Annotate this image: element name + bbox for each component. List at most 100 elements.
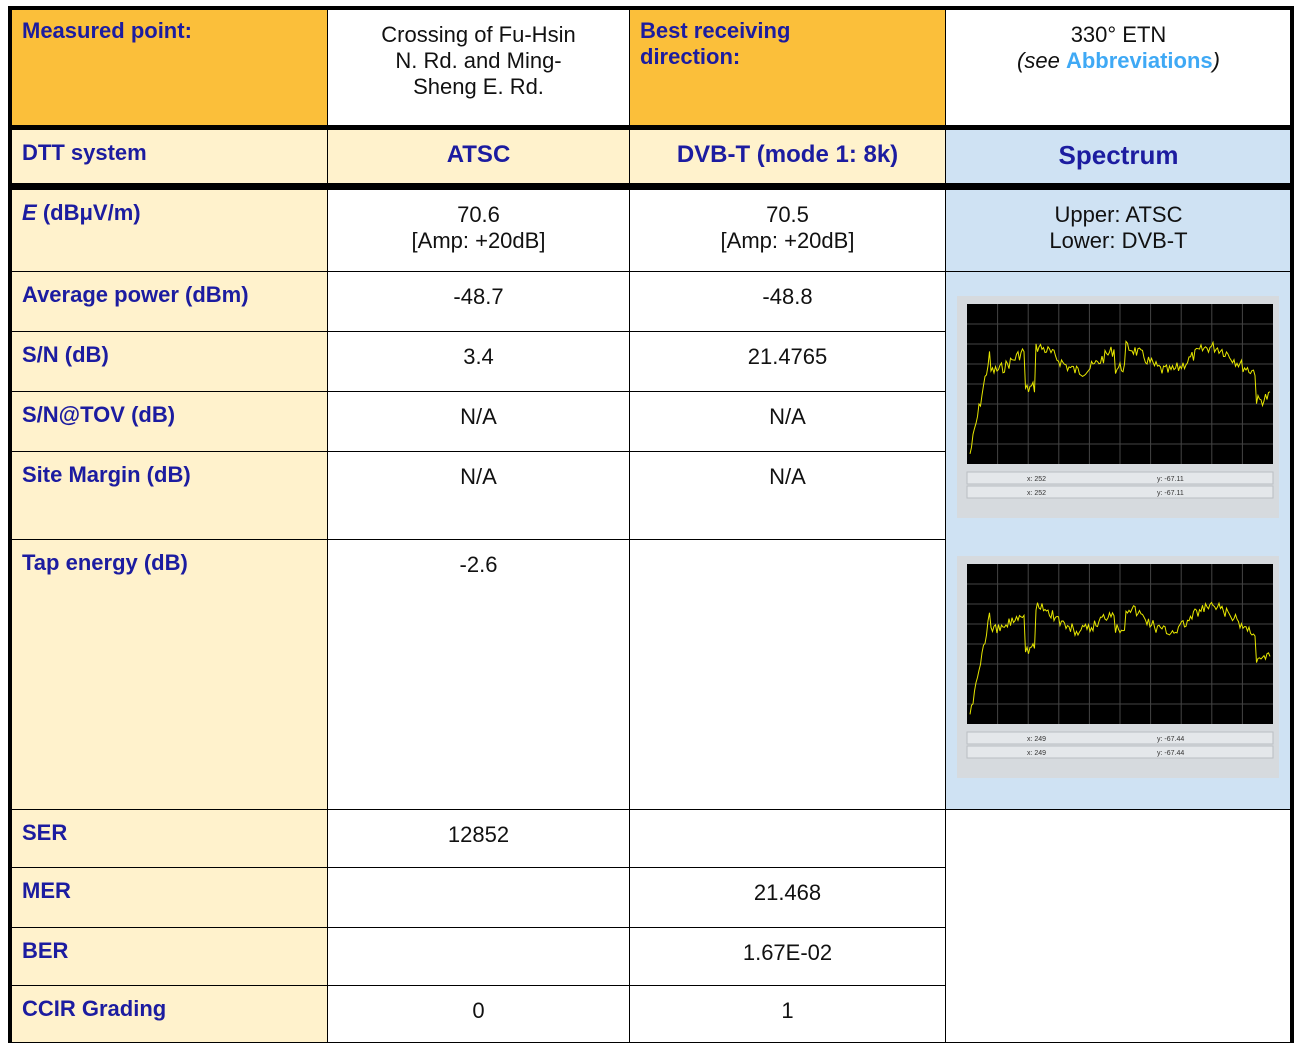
value-cell: N/A bbox=[328, 392, 630, 452]
value-cell: -48.8 bbox=[630, 272, 946, 332]
spectrum-image: x: 249 y: -67.44 x: 249 y: -67.44 bbox=[957, 556, 1279, 778]
value-cell: 70.6 [Amp: +20dB] bbox=[328, 190, 630, 272]
note-text: (see bbox=[1017, 48, 1060, 73]
trace bbox=[969, 601, 1271, 715]
text: 12852 bbox=[447, 822, 510, 847]
label-cell: E (dBμV/m) bbox=[12, 190, 328, 272]
readout: x: 249 bbox=[1027, 736, 1046, 743]
value-cell: N/A bbox=[630, 392, 946, 452]
value-cell: 1 bbox=[630, 986, 946, 1043]
separator bbox=[8, 126, 1294, 130]
empty-cell bbox=[946, 810, 1292, 1043]
symbol: E bbox=[22, 200, 37, 225]
label: Measured point: bbox=[22, 18, 192, 43]
trace bbox=[969, 340, 1271, 454]
text: N/A bbox=[460, 464, 497, 489]
text: 21.468 bbox=[753, 880, 822, 905]
text: Average power (dBm) bbox=[22, 282, 249, 307]
value-cell: -2.6 bbox=[328, 540, 630, 810]
value-cell: -48.7 bbox=[328, 272, 630, 332]
column-header: DTT system bbox=[12, 130, 328, 184]
readout: y: -67.44 bbox=[1157, 750, 1184, 757]
readout-bar bbox=[966, 745, 1274, 759]
label-cell: Best receiving direction: bbox=[630, 8, 946, 126]
text: -48.7 bbox=[453, 284, 504, 309]
readout: x: 252 bbox=[1027, 490, 1046, 497]
value-cell: 70.5 [Amp: +20dB] bbox=[630, 190, 946, 272]
label-cell: Tap energy (dB) bbox=[12, 540, 328, 810]
text: N/A bbox=[460, 404, 497, 429]
label: (dBμV/m) bbox=[42, 200, 141, 225]
value: 330° ETN bbox=[1070, 22, 1167, 47]
readout: y: -67.44 bbox=[1157, 736, 1184, 743]
text: 3.4 bbox=[463, 344, 494, 369]
value-cell: N/A bbox=[630, 452, 946, 540]
value: [Amp: +20dB] bbox=[411, 228, 546, 253]
note-text: ) bbox=[1212, 48, 1220, 73]
readout-bar bbox=[966, 471, 1274, 485]
note: (see Abbreviations) bbox=[954, 48, 1283, 74]
value: [Amp: +20dB] bbox=[720, 228, 855, 253]
label-cell: Site Margin (dB) bbox=[12, 452, 328, 540]
readout: x: 249 bbox=[1027, 750, 1046, 757]
value-cell: 330° ETN (see Abbreviations) bbox=[946, 8, 1292, 126]
label-cell: CCIR Grading bbox=[12, 986, 328, 1043]
readout-bar bbox=[966, 485, 1274, 499]
text: Site Margin (dB) bbox=[22, 462, 191, 487]
column-header: DVB-T (mode 1: 8k) bbox=[630, 130, 946, 184]
readout: y: -67.11 bbox=[1157, 476, 1184, 483]
text: 1.67E-02 bbox=[742, 940, 833, 965]
text: -48.8 bbox=[762, 284, 813, 309]
header-text: Spectrum bbox=[1058, 140, 1179, 170]
readout: y: -67.11 bbox=[1157, 490, 1184, 497]
text: CCIR Grading bbox=[22, 996, 167, 1021]
value-cell: 21.468 bbox=[630, 868, 946, 928]
label-cell: Measured point: bbox=[12, 8, 328, 126]
value-cell: Crossing of Fu-Hsin N. Rd. and Ming-Shen… bbox=[328, 8, 630, 126]
text: N/A bbox=[769, 464, 806, 489]
readout: x: 252 bbox=[1027, 476, 1046, 483]
value: Upper: ATSC bbox=[1054, 202, 1183, 227]
spectrum-cell: x: 252 y: -67.11 x: 252 y: -67.11 x: 249 y: -… bbox=[946, 272, 1292, 810]
text: -2.6 bbox=[459, 552, 498, 577]
value-cell bbox=[630, 810, 946, 868]
label-cell: Average power (dBm) bbox=[12, 272, 328, 332]
value-cell: Upper: ATSC Lower: DVB-T bbox=[946, 190, 1292, 272]
value-cell: 21.4765 bbox=[630, 332, 946, 392]
text: SER bbox=[22, 820, 68, 845]
text: Tap energy (dB) bbox=[22, 550, 188, 575]
value-cell: 1.67E-02 bbox=[630, 928, 946, 986]
value: Crossing of Fu-Hsin N. Rd. and Ming-Shen… bbox=[381, 22, 576, 99]
link[interactable]: Abbreviations bbox=[1065, 48, 1213, 73]
value-cell bbox=[328, 868, 630, 928]
text: 1 bbox=[781, 998, 794, 1023]
text: S/N (dB) bbox=[22, 342, 109, 367]
label: Best receiving direction: bbox=[640, 18, 791, 69]
label-cell: SER bbox=[12, 810, 328, 868]
value-cell: N/A bbox=[328, 452, 630, 540]
text: MER bbox=[22, 878, 71, 903]
value: Lower: DVB-T bbox=[1049, 228, 1188, 253]
label-cell: MER bbox=[12, 868, 328, 928]
label-cell: S/N@TOV (dB) bbox=[12, 392, 328, 452]
value: 70.5 bbox=[766, 202, 809, 227]
spectrum-image: x: 252 y: -67.11 x: 252 y: -67.11 bbox=[957, 296, 1279, 518]
header-text: ATSC bbox=[446, 141, 511, 168]
label-cell: BER bbox=[12, 928, 328, 986]
text: 21.4765 bbox=[747, 344, 828, 369]
text: BER bbox=[22, 938, 69, 963]
value-cell bbox=[630, 540, 946, 810]
value-cell bbox=[328, 928, 630, 986]
readout-bar bbox=[966, 731, 1274, 745]
value-cell: 3.4 bbox=[328, 332, 630, 392]
header-text: DTT system bbox=[22, 140, 147, 165]
label-cell: S/N (dB) bbox=[12, 332, 328, 392]
column-header: Spectrum bbox=[946, 130, 1292, 184]
value-cell: 0 bbox=[328, 986, 630, 1043]
text: N/A bbox=[769, 404, 806, 429]
value-cell: 12852 bbox=[328, 810, 630, 868]
text: S/N@TOV (dB) bbox=[22, 402, 176, 427]
column-header: ATSC bbox=[328, 130, 630, 184]
value: 70.6 bbox=[457, 202, 500, 227]
